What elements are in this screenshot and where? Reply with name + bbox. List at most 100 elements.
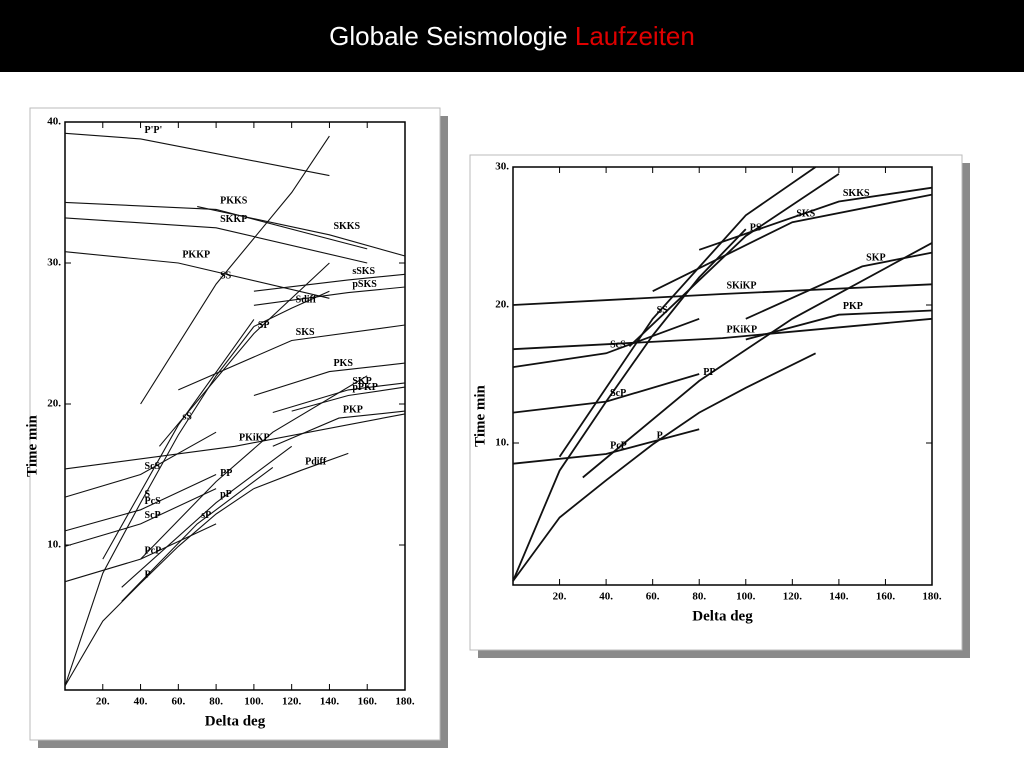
- header-bar: [0, 0, 1024, 72]
- y-tick-label: 30.: [47, 257, 61, 269]
- x-tick-label: 100.: [736, 591, 756, 603]
- y-axis-label: Time min: [24, 414, 40, 476]
- travel-time-curve: [745, 251, 933, 320]
- curve-label: sS: [182, 411, 192, 422]
- curve-label: sP: [201, 510, 211, 521]
- curve-label: pPKP: [352, 382, 378, 393]
- curve-label: PKS: [333, 358, 353, 369]
- y-axis-label: Time min: [472, 384, 488, 446]
- travel-time-curve: [64, 201, 368, 250]
- travel-time-curve: [64, 251, 330, 299]
- travel-time-curve: [558, 166, 817, 458]
- travel-time-curve: [512, 373, 700, 414]
- x-tick-label: 20.: [96, 696, 110, 708]
- travel-time-curve: [272, 410, 406, 447]
- y-tick-label: 10.: [47, 539, 61, 551]
- travel-time-curve: [582, 242, 933, 479]
- title-main: Globale Seismologie: [329, 21, 567, 51]
- travel-time-curve: [140, 375, 368, 560]
- curve-label: ScP: [145, 510, 161, 521]
- curve-label: ScS: [145, 461, 161, 472]
- x-axis-label: Delta deg: [692, 608, 753, 624]
- curve-label: SKS: [796, 208, 815, 219]
- x-tick-label: 180.: [395, 696, 415, 708]
- travel-time-curve: [121, 445, 293, 588]
- y-tick-label: 30.: [495, 161, 509, 173]
- curve-label: SKKS: [843, 188, 870, 199]
- travel-time-curve: [140, 135, 330, 405]
- travel-time-curve: [64, 488, 255, 687]
- x-tick-label: 140.: [320, 696, 340, 708]
- curve-label: PKP: [843, 301, 863, 312]
- travel-time-curve: [64, 413, 406, 470]
- plot-frame: [512, 166, 933, 586]
- curve-label: Pdiff: [305, 457, 327, 468]
- x-tick-label: 60.: [646, 591, 660, 603]
- travel-time-curve: [253, 273, 406, 292]
- travel-time-curve: [628, 173, 840, 348]
- curve-label: SKiKP: [727, 280, 757, 291]
- travel-time-curve: [64, 474, 217, 532]
- curve-label: SKP: [352, 376, 371, 387]
- travel-time-curve: [512, 317, 700, 368]
- travel-time-curve: [512, 428, 700, 465]
- travel-time-curve: [512, 228, 747, 582]
- travel-time-curve: [197, 206, 406, 257]
- travel-time-curve: [121, 466, 274, 602]
- travel-time-curve: [698, 186, 933, 251]
- travel-time-curve: [253, 362, 406, 397]
- curve-label: ScS: [610, 340, 626, 351]
- curve-label: PP: [703, 367, 715, 378]
- travel-time-curve: [64, 217, 368, 264]
- x-tick-label: 20.: [553, 591, 567, 603]
- curve-label: PcS: [145, 496, 162, 507]
- travel-time-curve: [64, 132, 330, 177]
- curve-label: pSKS: [352, 279, 377, 290]
- x-tick-label: 120.: [783, 591, 803, 603]
- x-tick-label: 160.: [358, 696, 378, 708]
- curve-label: sSKS: [352, 266, 375, 277]
- curve-label: SP: [258, 320, 270, 331]
- curve-label: SS: [657, 305, 669, 316]
- travel-time-curve: [178, 324, 406, 391]
- y-tick-label: 40.: [47, 116, 61, 128]
- curve-label: P: [657, 431, 663, 442]
- panel: [469, 154, 963, 651]
- curve-label: P'P': [145, 125, 163, 136]
- curve-label: PP: [220, 468, 232, 479]
- x-tick-label: 80.: [209, 696, 223, 708]
- y-tick-label: 10.: [495, 437, 509, 449]
- curve-label: PKP: [343, 404, 363, 415]
- curve-label: S: [610, 388, 616, 399]
- y-tick-label: 20.: [47, 398, 61, 410]
- curve-label: PcP: [145, 545, 162, 556]
- x-tick-label: 140.: [829, 591, 849, 603]
- curve-label: P: [145, 569, 151, 580]
- curve-label: PKiKP: [727, 324, 758, 335]
- curve-label: ScP: [610, 388, 626, 399]
- curve-label: pP: [220, 489, 232, 500]
- travel-time-curve: [291, 386, 406, 412]
- curve-label: SKP: [866, 253, 885, 264]
- x-tick-label: 160.: [876, 591, 896, 603]
- travel-time-curve: [253, 290, 330, 327]
- x-tick-label: 60.: [171, 696, 185, 708]
- title-highlight: Laufzeiten: [575, 21, 695, 51]
- curve-label: SS: [220, 270, 232, 281]
- travel-time-curve: [272, 382, 406, 414]
- travel-time-curve: [253, 452, 349, 490]
- slide-title: Globale Seismologie Laufzeiten: [329, 21, 695, 51]
- x-tick-label: 80.: [692, 591, 706, 603]
- x-tick-label: 40.: [134, 696, 148, 708]
- x-tick-label: 100.: [244, 696, 264, 708]
- curve-label: SKS: [296, 327, 315, 338]
- curve-label: S: [145, 489, 151, 500]
- travel-time-curve: [64, 431, 217, 498]
- travel-time-curve: [64, 488, 217, 547]
- curve-label: PKKP: [182, 249, 210, 260]
- travel-time-curve: [512, 352, 816, 582]
- travel-time-curve: [158, 262, 330, 447]
- travel-time-curve: [745, 309, 933, 341]
- x-axis-label: Delta deg: [205, 713, 266, 729]
